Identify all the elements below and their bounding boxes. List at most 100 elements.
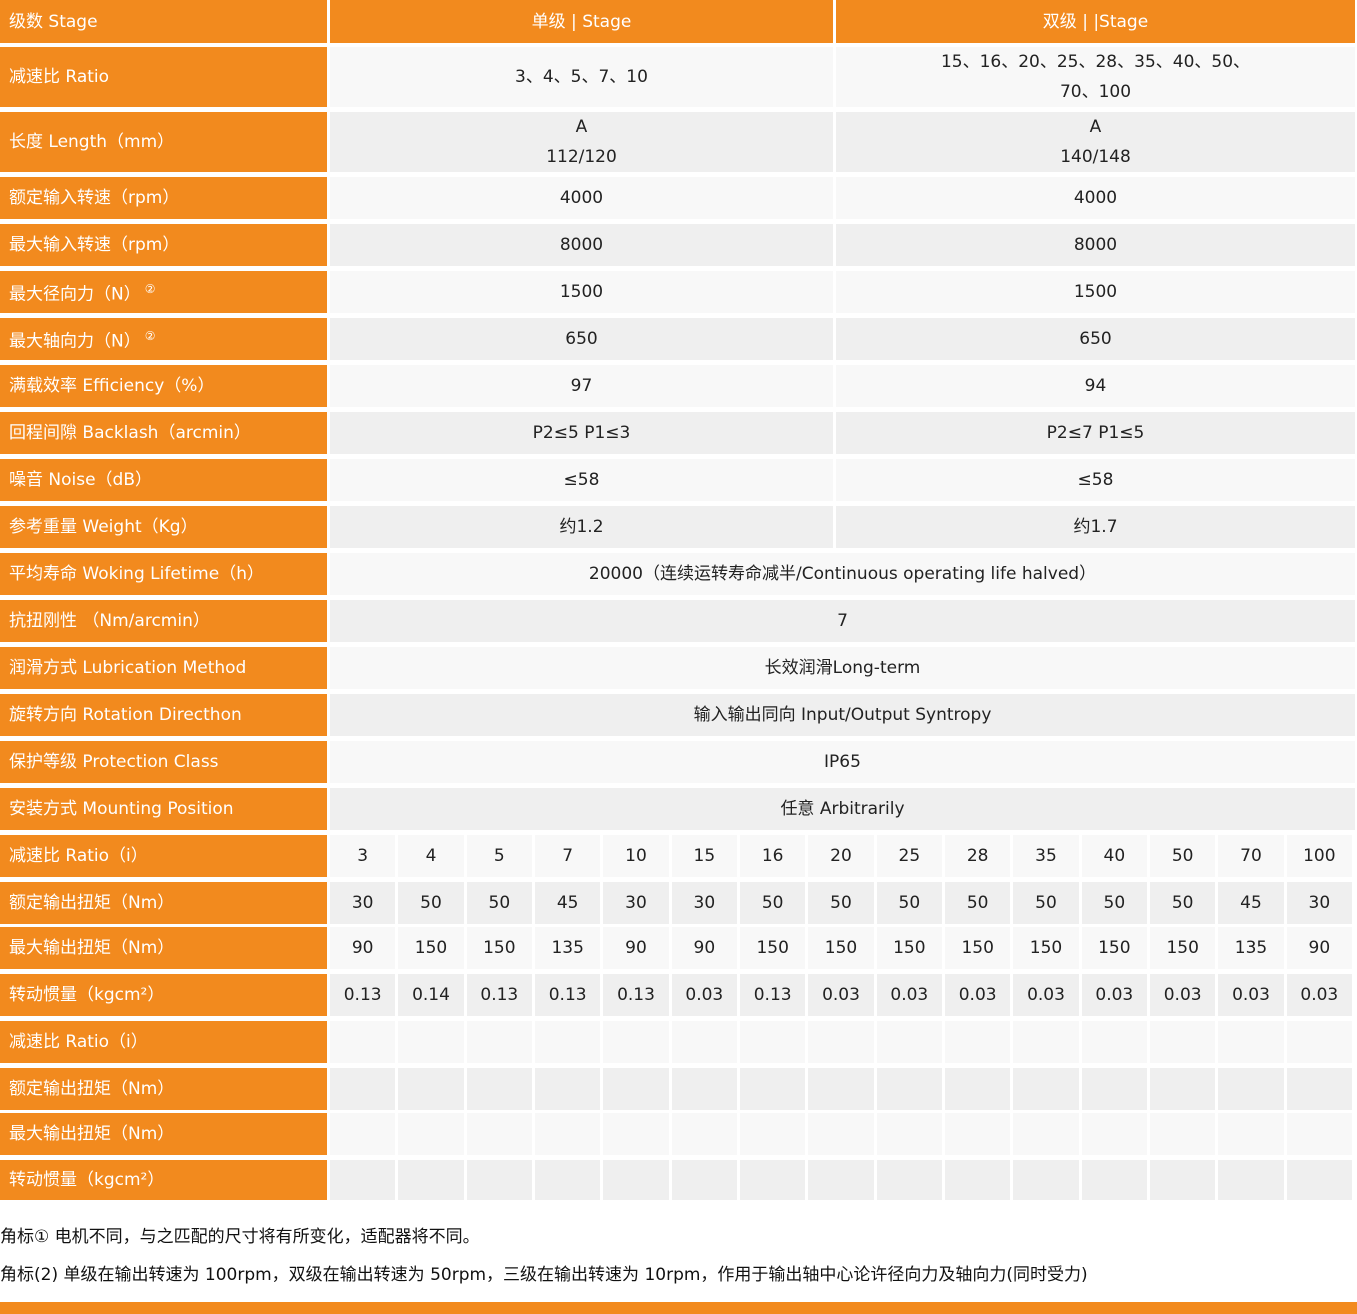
grid-cell <box>1218 1160 1284 1200</box>
grid-cell <box>466 1021 532 1063</box>
grid-cell <box>1218 1021 1284 1063</box>
label-line: 抗扭刚性 （Nm/arcmin） <box>9 606 210 636</box>
row-label: 平均寿命 Woking Lifetime（h） <box>0 553 327 595</box>
grid-cell: 0.13 <box>740 974 806 1016</box>
cell-text: 150 <box>1098 938 1131 958</box>
grid-cell: 25 <box>876 835 942 877</box>
cell-text: 50 <box>898 893 921 913</box>
grid-cell: 0.03 <box>1081 974 1147 1016</box>
grid-cell: 50 <box>808 882 874 924</box>
label-line: 参考重量 Weight（Kg） <box>9 512 198 542</box>
grid-cell: 30 <box>603 882 669 924</box>
cell-text: 150 <box>483 938 516 958</box>
cell-text: 16 <box>761 846 784 866</box>
grid-cell: 15 <box>671 835 737 877</box>
grid-cell <box>466 1113 532 1155</box>
grid-cell: 90 <box>603 927 669 969</box>
grid-cell: 0.13 <box>535 974 601 1016</box>
spec-cell: 8000 <box>836 224 1355 266</box>
grid-cell: 90 <box>671 927 737 969</box>
label-text: 参考重量 Weight（Kg） <box>9 517 198 537</box>
grid-cell <box>1150 1021 1216 1063</box>
spec-cell: IP65 <box>330 741 1355 783</box>
grid-cell <box>876 1113 942 1155</box>
spec-cell: 97 <box>330 365 833 407</box>
grid-cell <box>398 1160 464 1200</box>
grid-cell <box>398 1113 464 1155</box>
grid-cell: 150 <box>945 927 1011 969</box>
label-line: 最大轴向力（N） ② <box>9 321 155 357</box>
cell-text: 0.03 <box>1300 985 1339 1005</box>
bottom-bar <box>0 1302 1357 1314</box>
cell-text: A <box>575 117 588 137</box>
cell-text: 70 <box>1240 846 1262 866</box>
label-text: 噪音 Noise（dB） <box>9 470 153 490</box>
cell-text: 0.14 <box>412 985 450 1005</box>
cell-text: 135 <box>1234 938 1268 958</box>
cell-text: 150 <box>824 938 858 958</box>
cell-text: 650 <box>565 329 598 349</box>
header-cell: 双级 | |Stage <box>836 0 1355 43</box>
grid-cell: 0.03 <box>1218 974 1284 1016</box>
grid-cell: 150 <box>1081 927 1147 969</box>
label-text: 润滑方式 Lubrication Method <box>9 658 247 678</box>
grid-cell: 150 <box>740 927 806 969</box>
row-label: 噪音 Noise（dB） <box>0 459 327 501</box>
grid-cell <box>603 1068 669 1110</box>
grid-cell <box>1013 1068 1079 1110</box>
row-label: 最大径向力（N） ② <box>0 271 327 313</box>
cell-text: 0.03 <box>685 985 724 1005</box>
cell-text: 150 <box>414 938 448 958</box>
label-line: 保护等级 Protection Class <box>9 747 219 777</box>
spec-cell: 94 <box>836 365 1355 407</box>
row-label: 最大输入转速（rpm） <box>0 224 327 266</box>
cell-text: 约1.7 <box>1073 517 1118 537</box>
cell-text: 4000 <box>559 188 604 208</box>
label-text: 长度 Length（mm） <box>9 132 175 152</box>
header-cell: 级数 Stage <box>0 0 327 43</box>
grid-cell <box>740 1021 806 1063</box>
grid-cell <box>808 1160 874 1200</box>
label-note: ② <box>144 329 156 344</box>
grid-cell: 50 <box>398 882 464 924</box>
cell-text: 100 <box>1303 846 1336 866</box>
grid-cell: 70 <box>1218 835 1284 877</box>
grid-cell: 0.03 <box>1286 974 1352 1016</box>
grid-cell <box>671 1021 737 1063</box>
grid-cell: 16 <box>740 835 806 877</box>
grid-cell: 50 <box>740 882 806 924</box>
grid-cell: 5 <box>466 835 532 877</box>
grid-cell: 45 <box>1218 882 1284 924</box>
row-label: 额定输出扭矩（Nm） <box>0 882 327 924</box>
grid-cell <box>808 1113 874 1155</box>
grid-cell: 90 <box>1286 927 1352 969</box>
cell-text: 20 <box>830 846 852 866</box>
grid-cell: 0.03 <box>876 974 942 1016</box>
grid-cell: 30 <box>671 882 737 924</box>
spec-cell: 650 <box>836 318 1355 360</box>
grid-cell: 50 <box>1013 882 1079 924</box>
grid-cell: 0.03 <box>945 974 1011 1016</box>
grid-cell <box>1081 1068 1147 1110</box>
cell-text: 70、100 <box>1059 82 1132 102</box>
label-line: 噪音 Noise（dB） <box>9 465 152 495</box>
cell-text: 97 <box>570 376 593 396</box>
cell-text: 35 <box>1035 846 1057 866</box>
label-text: 回程间隙 Backlash（arcmin） <box>9 423 251 443</box>
cell-text: 94 <box>1084 376 1107 396</box>
grid-cell <box>945 1021 1011 1063</box>
cell-text: ≤58 <box>563 470 600 490</box>
cell-text: A <box>1089 117 1102 137</box>
spec-cell: P2≤5 P1≤3 <box>330 412 833 454</box>
cell-text: P2≤5 P1≤3 <box>532 423 631 443</box>
spec-cell: 15、16、20、25、28、35、40、50、 70、100 <box>836 47 1355 107</box>
cell-text: 4000 <box>1073 188 1118 208</box>
grid-cell: 50 <box>1081 882 1147 924</box>
cell-text: 8000 <box>1073 235 1118 255</box>
grid-cell <box>603 1160 669 1200</box>
spec-cell: 4000 <box>330 177 833 219</box>
label-line: 安装方式 Mounting Position <box>9 794 234 824</box>
label-line: 旋转方向 Rotation Directhon <box>9 700 242 730</box>
cell-text: 150 <box>756 938 789 958</box>
grid-cell: 0.14 <box>398 974 464 1016</box>
